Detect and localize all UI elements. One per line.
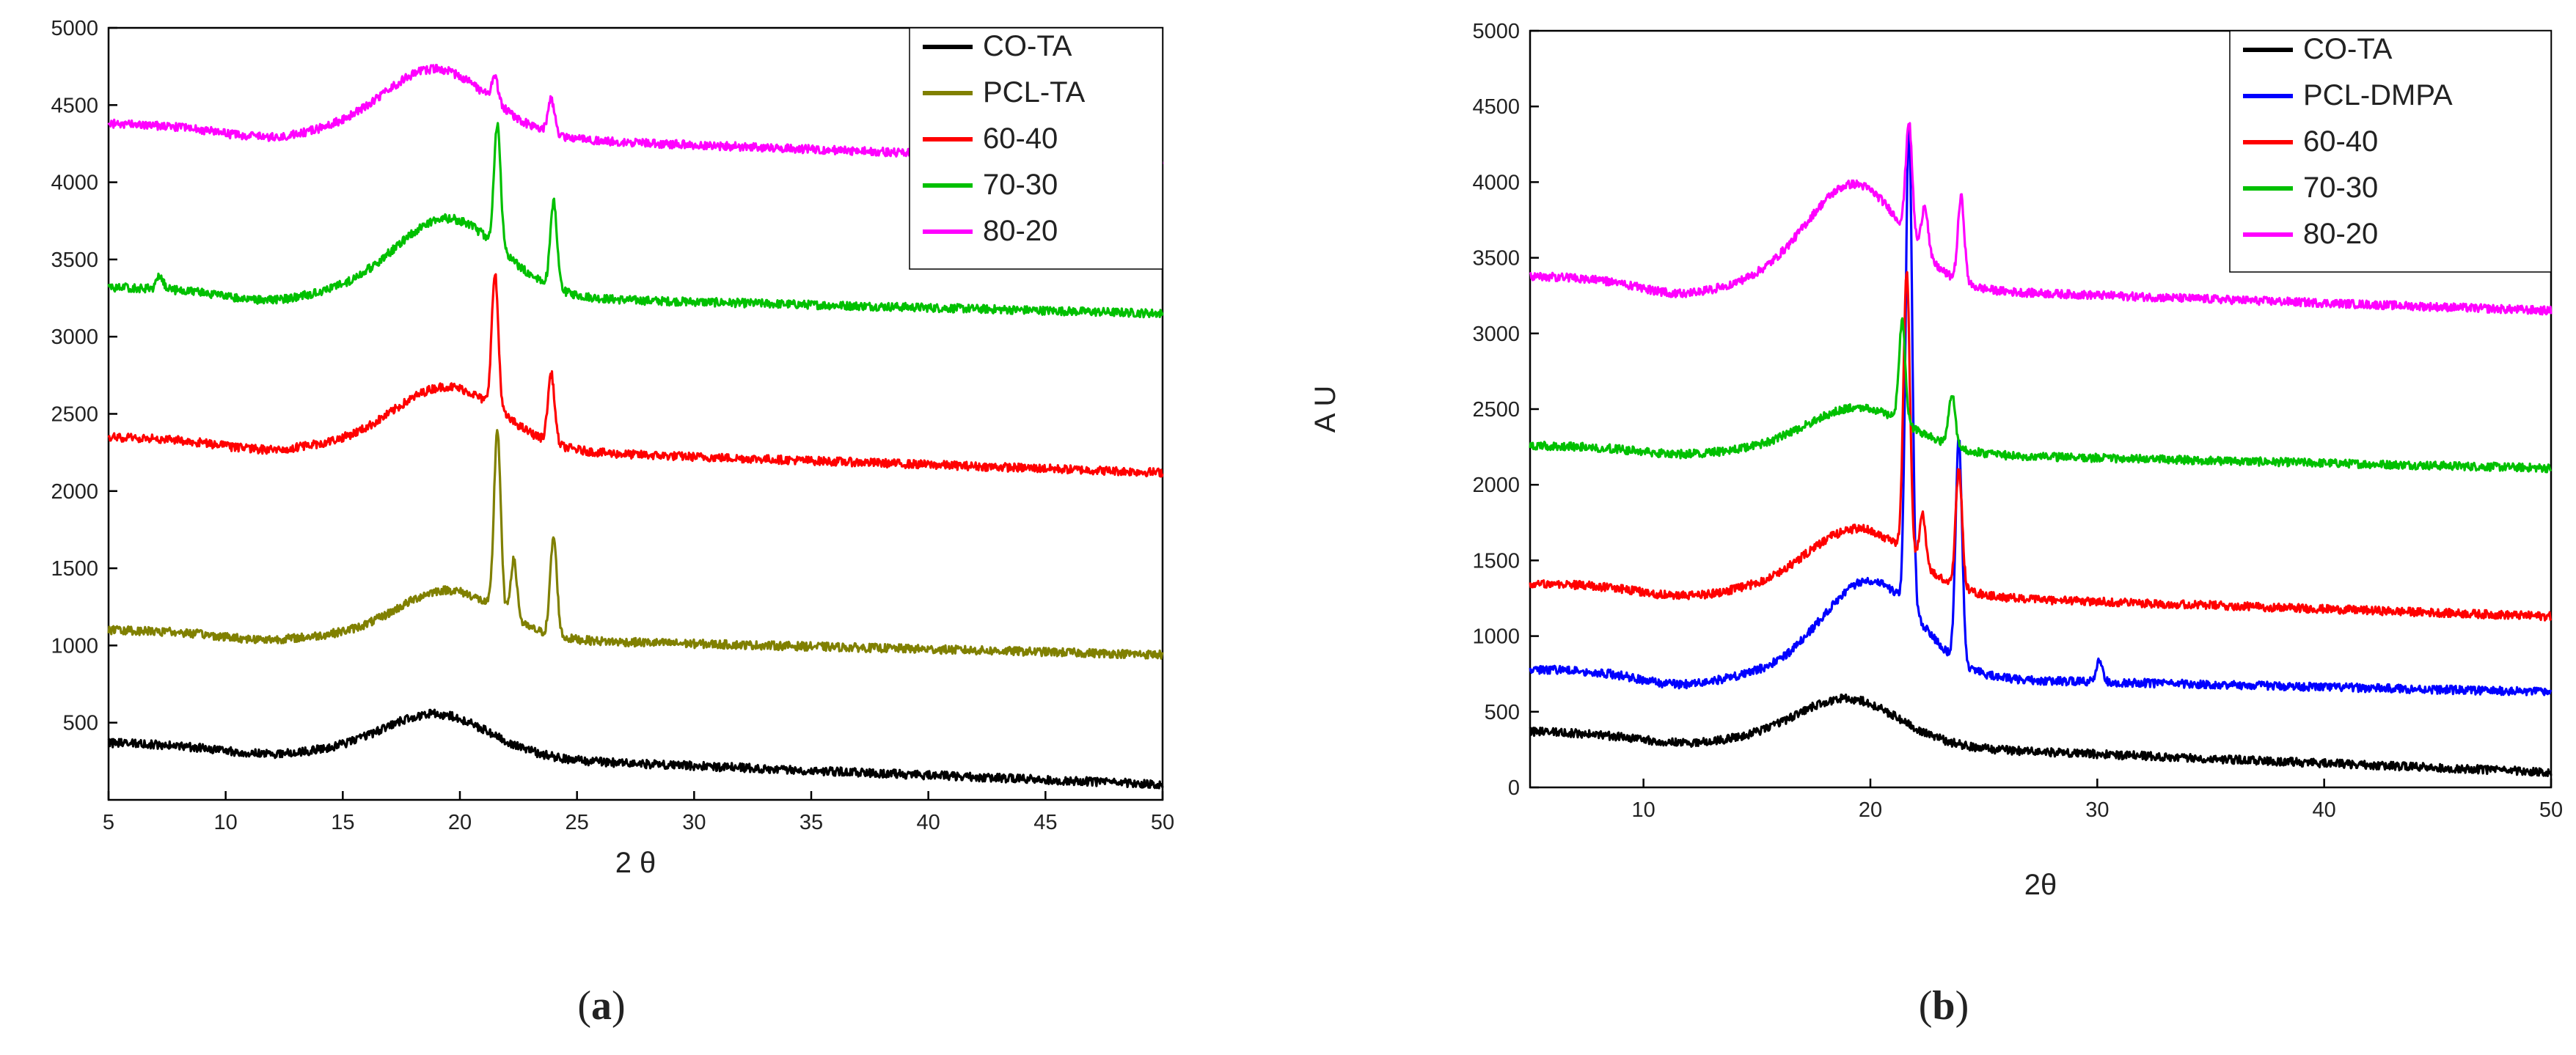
series-line-60-40	[1529, 271, 2553, 622]
x-tick-label: 10	[1632, 798, 1655, 822]
y-axis-title: A U	[1309, 386, 1342, 433]
series-line-pcl-dmpa	[1529, 125, 2553, 696]
y-tick-label: 3000	[51, 326, 98, 349]
legend-label-pcl-ta: PCL-TA	[983, 76, 1086, 109]
y-tick-label: 2500	[1472, 398, 1520, 422]
y-tick-label: 1000	[51, 634, 98, 658]
series-line-80-20	[1529, 122, 2553, 316]
panel-label: (b)	[1919, 983, 1969, 1029]
x-tick-label: 50	[1151, 811, 1174, 834]
x-tick-label: 50	[2539, 798, 2563, 822]
x-tick-label: 10	[214, 811, 238, 834]
y-tick-label: 5000	[1472, 20, 1520, 43]
y-tick-label: 3500	[1472, 247, 1520, 271]
x-tick-label: 20	[1859, 798, 1882, 822]
legend-box	[909, 27, 1163, 270]
legend-label-60-40: 60-40	[2303, 125, 2378, 158]
legend-label-co-ta: CO-TA	[983, 30, 1072, 62]
legend-label-70-30: 70-30	[983, 169, 1058, 201]
y-tick-label: 2000	[1472, 474, 1520, 497]
y-tick-label: 4000	[51, 172, 98, 195]
y-tick-label: 500	[1485, 701, 1520, 724]
y-tick-label: 4500	[51, 94, 98, 117]
legend: CO-TA PCL-DMPA 60-40 70-30 80-20	[2229, 30, 2552, 273]
y-tick-label: 2000	[51, 480, 98, 504]
series-line-70-30	[1529, 317, 2553, 474]
x-tick-label: 30	[2085, 798, 2109, 822]
y-tick-label: 3000	[1472, 323, 1520, 346]
chart-panel-b: 10 20 30 40 50050010001500200025003000350040…	[1309, 20, 2563, 1029]
legend-label-co-ta: CO-TA	[2303, 33, 2393, 65]
y-tick-label: 500	[63, 712, 98, 735]
series-line-60-40	[107, 273, 1164, 478]
legend-label-80-20: 80-20	[2303, 218, 2378, 250]
x-tick-label: 30	[682, 811, 706, 834]
x-axis-title: 2 θ	[615, 847, 656, 879]
y-tick-label: 3500	[51, 249, 98, 272]
x-tick-label: 45	[1033, 811, 1057, 834]
x-tick-label: 40	[2313, 798, 2336, 822]
y-tick-label: 4500	[1472, 95, 1520, 119]
x-tick-label: 20	[448, 811, 472, 834]
chart-panel-a: 5 10 15 20 25 30 35 40 45 50 500 1000 1500 2000 2500 30…	[51, 17, 1174, 1029]
y-tick-label: 1000	[1472, 625, 1520, 649]
legend-label-pcl-dmpa: PCL-DMPA	[2303, 79, 2453, 111]
x-tick-label: 15	[331, 811, 354, 834]
series-line-70-30	[107, 122, 1164, 319]
y-tick-label: 2500	[51, 403, 98, 427]
legend-label-60-40: 60-40	[983, 122, 1058, 155]
series-line-co-ta	[1529, 693, 2553, 777]
x-axis-title: 2θ	[2024, 869, 2057, 901]
y-tick-label: 1500	[51, 557, 98, 581]
series-line-co-ta	[107, 708, 1164, 790]
x-tick-label: 35	[799, 811, 823, 834]
panel-label: (a)	[577, 983, 625, 1029]
legend-label-70-30: 70-30	[2303, 172, 2378, 204]
y-tick-label: 4000	[1472, 171, 1520, 194]
y-tick-label: 5000	[51, 17, 98, 40]
x-tick-label: 25	[566, 811, 589, 834]
x-tick-label: 40	[917, 811, 940, 834]
legend-box	[2229, 30, 2552, 273]
y-tick-label: 1500	[1472, 549, 1520, 573]
x-tick-label: 5	[103, 811, 114, 834]
series-line-pcl-ta	[107, 429, 1164, 660]
y-tick-label: 0	[1508, 776, 1520, 800]
legend-label-80-20: 80-20	[983, 215, 1058, 247]
legend: CO-TA PCL-TA 60-40 70-30 80-20	[909, 27, 1163, 270]
